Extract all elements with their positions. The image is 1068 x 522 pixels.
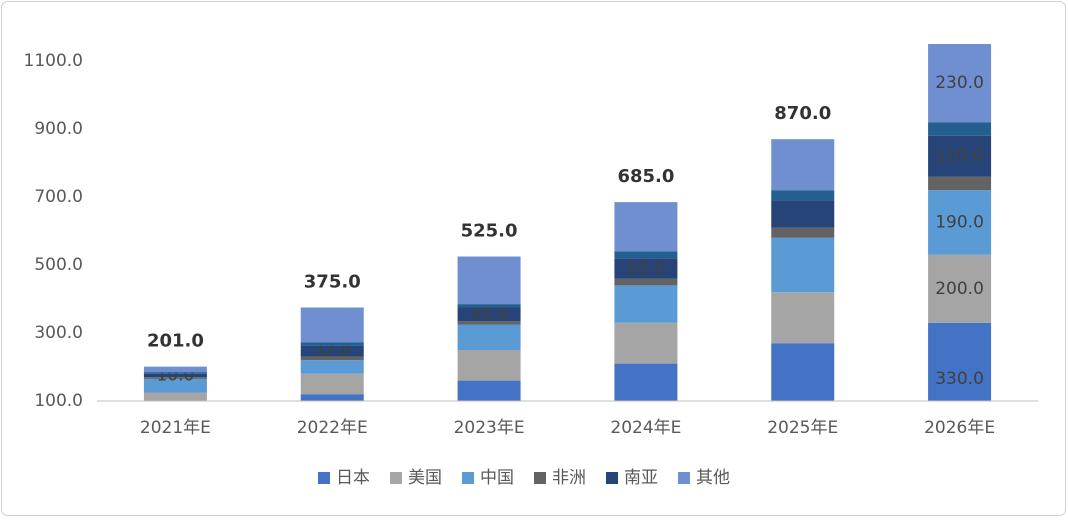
legend-label: 中国 <box>480 468 514 488</box>
bar-segment <box>300 360 364 374</box>
bar-segment <box>771 237 835 293</box>
total-label: 375.0 <box>304 272 361 293</box>
bar-segment <box>771 190 835 201</box>
legend-swatch <box>534 472 546 484</box>
bar-segment <box>457 350 521 381</box>
data-label: 120.0 <box>935 146 984 166</box>
bar-segment <box>300 373 364 395</box>
bar-segment <box>143 366 207 373</box>
bar-segment <box>614 278 678 286</box>
data-label: 40.0 <box>470 304 508 324</box>
bar-segment <box>614 322 678 364</box>
bar-segment <box>614 285 678 323</box>
bar-segment <box>928 176 992 191</box>
x-tick-label: 2023年E <box>454 418 525 438</box>
data-label: 32.0 <box>313 341 351 361</box>
bar-segment <box>928 254 992 323</box>
bar-segment <box>928 44 992 123</box>
bar-segment <box>143 377 207 379</box>
bar-segment <box>457 304 521 308</box>
bar-segment <box>300 356 364 361</box>
bar-segment <box>928 322 992 401</box>
y-tick-label: 100.0 <box>34 391 83 411</box>
bar-segment <box>771 292 835 344</box>
bar-segment <box>771 200 835 228</box>
bar-segment <box>928 190 992 255</box>
bar-segment <box>614 202 678 252</box>
legend-swatch <box>462 472 474 484</box>
data-label: 60.0 <box>627 258 665 278</box>
bar-segment <box>143 378 207 393</box>
legend-label: 非洲 <box>552 468 586 488</box>
data-label: 230.0 <box>935 73 984 93</box>
legend-swatch <box>678 472 690 484</box>
total-label: 870.0 <box>774 103 831 124</box>
bar-segment <box>771 139 835 191</box>
bar-segment <box>614 258 678 279</box>
bar-segment <box>457 380 521 401</box>
bar-segment <box>457 324 521 350</box>
bar-segment <box>300 342 364 346</box>
data-label: 190.0 <box>935 213 984 233</box>
y-tick-label: 700.0 <box>34 187 83 207</box>
bar-segment <box>143 373 207 378</box>
bar-segment <box>143 372 207 374</box>
bar-segment <box>457 321 521 325</box>
bar-segment <box>300 345 364 357</box>
total-label: 525.0 <box>461 221 518 242</box>
legend-swatch <box>318 472 330 484</box>
x-tick-label: 2024年E <box>610 418 681 438</box>
bar-segment <box>457 256 521 305</box>
legend-label: 其他 <box>696 468 730 488</box>
bar-segment <box>928 135 992 177</box>
legend-label: 南亚 <box>624 468 658 488</box>
total-label: 201.0 <box>147 331 204 352</box>
x-tick-label: 2025年E <box>767 418 838 438</box>
data-label: 200.0 <box>935 279 984 299</box>
y-tick-label: 300.0 <box>34 323 83 343</box>
bar-segment <box>143 392 207 401</box>
y-tick-label: 1100.0 <box>24 51 83 71</box>
x-tick-label: 2021年E <box>140 418 211 438</box>
x-tick-label: 2026年E <box>924 418 995 438</box>
y-tick-label: 500.0 <box>34 255 83 275</box>
bar-segment <box>614 251 678 259</box>
bar-segment <box>771 227 835 238</box>
bar-segment <box>771 343 835 401</box>
legend-label: 美国 <box>408 468 442 488</box>
y-tick-label: 900.0 <box>34 119 83 139</box>
x-tick-label: 2022年E <box>297 418 368 438</box>
total-label: 685.0 <box>617 166 674 187</box>
bar-segment <box>300 394 364 401</box>
legend-label: 日本 <box>336 468 370 488</box>
bar-segment <box>928 122 992 136</box>
bar-segment <box>300 307 364 343</box>
bar-segment <box>614 363 678 401</box>
legend-swatch <box>390 472 402 484</box>
legend-swatch <box>606 472 618 484</box>
bar-segment <box>457 307 521 322</box>
data-label: 330.0 <box>935 369 984 389</box>
